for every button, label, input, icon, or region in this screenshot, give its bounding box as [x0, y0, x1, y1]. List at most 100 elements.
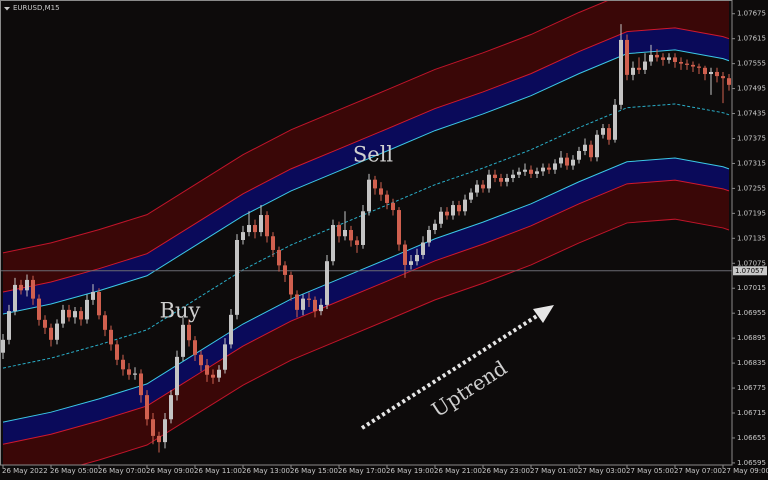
candle-body: [49, 327, 53, 340]
candle-body: [499, 178, 503, 182]
x-tick-label: 26 May 19:00: [386, 467, 434, 475]
candle-body: [439, 211, 443, 224]
candle-body: [31, 279, 35, 299]
x-tick-label: 27 May 01:00: [530, 467, 578, 475]
candle-body: [313, 299, 317, 312]
candle-body: [133, 373, 137, 375]
candle-body: [547, 167, 551, 170]
candle-body: [19, 284, 23, 291]
candle-body: [43, 319, 47, 328]
band-fill: [3, 180, 729, 465]
candle-body: [715, 71, 719, 77]
candle-body: [193, 340, 197, 355]
candle-body: [529, 169, 533, 174]
candle-body: [421, 242, 425, 255]
candle-body: [247, 225, 251, 233]
y-tick-label: 1.07675: [737, 10, 766, 18]
candle-body: [679, 61, 683, 64]
band-line: [79, 218, 730, 465]
candle-body: [637, 67, 641, 70]
x-tick-label: 27 May 09:00: [722, 467, 768, 475]
x-tick-label: 26 May 2022: [2, 467, 48, 475]
candle-body: [403, 244, 407, 265]
candle-body: [409, 261, 413, 265]
candle-body: [289, 274, 293, 295]
candle-body: [55, 323, 59, 340]
candle-body: [97, 291, 101, 316]
candle-body: [115, 344, 119, 360]
candle-body: [7, 311, 11, 340]
candle-body: [631, 67, 635, 75]
candle-body: [559, 157, 563, 164]
candle-body: [355, 240, 359, 245]
x-tick-label: 26 May 09:00: [146, 467, 194, 475]
candle-body: [475, 184, 479, 193]
y-tick-label: 1.07135: [737, 234, 766, 242]
band-line: [2, 49, 730, 315]
candle-body: [85, 299, 89, 320]
candle-body: [721, 76, 725, 79]
candle-body: [445, 211, 449, 216]
candle-body: [307, 298, 311, 300]
candle-body: [13, 284, 17, 312]
candle-body: [709, 71, 713, 75]
candle-body: [121, 359, 125, 370]
candle-body: [253, 225, 257, 233]
candle-body: [487, 174, 491, 189]
band-line: [2, 0, 729, 254]
candle-body: [541, 167, 545, 172]
candle-body: [1, 339, 5, 353]
candle-body: [229, 314, 233, 345]
symbol-menu-icon[interactable]: [4, 7, 10, 11]
candle-body: [283, 265, 287, 275]
y-tick-label: 1.06595: [737, 459, 766, 467]
y-tick-label: 1.07615: [737, 35, 766, 43]
candle-body: [25, 279, 29, 291]
candle-body: [205, 365, 209, 375]
sell-label: Sell: [353, 143, 394, 167]
candle-body: [211, 374, 215, 378]
candle-body: [37, 298, 41, 320]
candle-body: [241, 232, 245, 240]
candle-body: [607, 128, 611, 140]
candle-body: [673, 57, 677, 62]
candle-body: [685, 63, 689, 65]
y-tick-label: 1.07315: [737, 159, 766, 167]
candle-body: [523, 169, 527, 172]
y-tick-label: 1.06775: [737, 384, 766, 392]
candle-body: [601, 128, 605, 135]
x-tick-label: 26 May 23:00: [482, 467, 530, 475]
trend-arrow: [360, 312, 542, 430]
candle-body: [79, 311, 83, 320]
candle-body: [61, 309, 65, 324]
candle-body: [691, 64, 695, 67]
candle-body: [703, 67, 707, 75]
candle-body: [463, 199, 467, 212]
x-tick-label: 26 May 15:00: [290, 467, 338, 475]
candle-body: [127, 369, 131, 375]
x-tick-label: 26 May 21:00: [434, 467, 482, 475]
y-tick-label: 1.06835: [737, 359, 766, 367]
y-tick-label: 1.07255: [737, 184, 766, 192]
band-line: [2, 157, 730, 423]
candle-body: [271, 236, 275, 250]
candle-body: [361, 211, 365, 245]
candle-body: [511, 174, 515, 179]
candle-body: [415, 254, 419, 262]
candle-body: [613, 104, 617, 140]
plot-area: [0, 0, 732, 465]
current-price-label: 1.07057: [735, 267, 764, 275]
candle-body: [583, 144, 587, 151]
candle-body: [169, 395, 173, 420]
candle-body: [331, 225, 335, 262]
x-tick-label: 27 May 03:00: [578, 467, 626, 475]
candle-body: [577, 150, 581, 160]
axes: 1.07675 1.07615 1.07555 1.07495 1.07435 1.073…: [2, 10, 768, 475]
y-tick-label: 1.07075: [737, 259, 766, 267]
x-tick-label: 26 May 05:00: [50, 467, 98, 475]
candle-body: [235, 239, 239, 315]
candle-body: [277, 249, 281, 266]
candle-body: [505, 178, 509, 182]
candle-body: [139, 373, 143, 396]
